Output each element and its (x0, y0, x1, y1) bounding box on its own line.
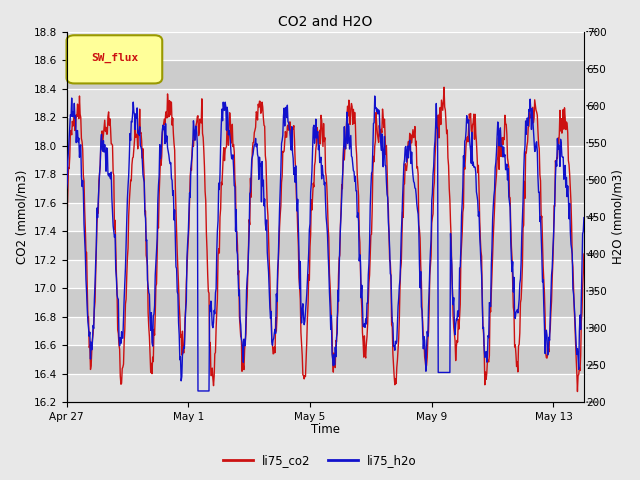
FancyBboxPatch shape (67, 35, 163, 84)
Y-axis label: CO2 (mmol/m3): CO2 (mmol/m3) (15, 169, 28, 264)
Bar (67, 345, 584, 373)
Bar (67, 89, 584, 117)
Bar (67, 203, 584, 231)
Text: SW_flux: SW_flux (91, 53, 138, 63)
Bar (67, 60, 584, 89)
Bar (67, 117, 584, 145)
Bar (67, 288, 584, 317)
Y-axis label: H2O (mmol/m3): H2O (mmol/m3) (612, 169, 625, 264)
Title: CO2 and H2O: CO2 and H2O (278, 15, 372, 29)
Bar (67, 32, 584, 60)
X-axis label: Time: Time (311, 423, 340, 436)
Legend: li75_co2, li75_h2o: li75_co2, li75_h2o (218, 449, 422, 472)
Bar (67, 317, 584, 345)
Bar (67, 145, 584, 174)
Bar (67, 231, 584, 260)
Bar (67, 373, 584, 402)
Bar (67, 174, 584, 203)
Bar (67, 260, 584, 288)
